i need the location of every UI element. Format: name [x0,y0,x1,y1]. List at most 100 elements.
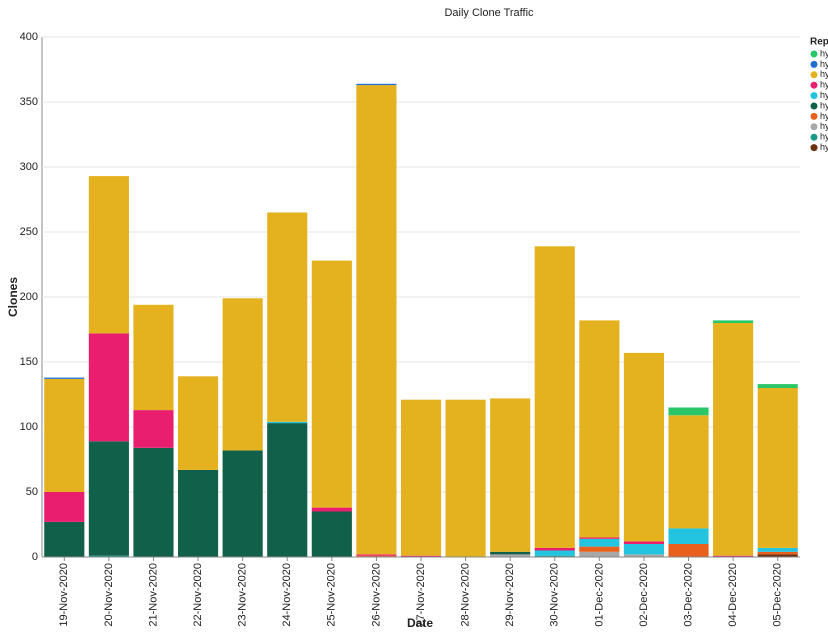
bar-segment [222,298,263,451]
y-tick-label: 0 [32,551,38,563]
x-tick-label: 03-Dec-2020 [682,563,694,627]
bar-segment [177,469,219,557]
legend-swatch [810,102,818,110]
legend-swatch [810,71,818,79]
bar-segment [311,260,352,508]
x-tick-label: 25-Nov-2020 [326,563,338,627]
bar-segment [44,377,85,379]
legend-label: hy [820,121,828,131]
legend-label: hy [820,100,828,110]
bar-segment [490,554,531,557]
x-tick-label: 24-Nov-2020 [281,563,293,627]
legend-title: Repo [810,37,828,48]
legend-label: hy [820,132,828,142]
legend-swatch [810,92,818,100]
x-tick-label: 27-Nov-2020 [415,563,427,627]
legend-label: hy [820,111,828,121]
chart-title: Daily Clone Traffic [444,7,534,19]
legend-swatch [810,123,818,131]
y-tick-label: 100 [20,421,38,433]
bar-segment [534,555,575,557]
bar-segment [400,555,442,557]
y-tick-label: 350 [20,96,38,108]
bar-segment [88,333,129,442]
x-tick-label: 29-Nov-2020 [504,563,516,627]
x-axis-title: Date [407,616,433,630]
legend-label: hy [820,48,828,58]
bar-segment [757,551,798,555]
bar-segment [133,304,174,411]
bar-segment [668,544,709,557]
x-tick-label: 22-Nov-2020 [192,563,204,627]
y-tick-label: 400 [20,31,38,43]
bar-segment [88,441,129,556]
legend-label: hy [820,69,828,79]
bar-segment [44,492,85,522]
bar-segment [267,212,308,422]
bar-segment [44,378,85,492]
bar-segment [713,555,754,557]
y-tick-label: 200 [20,291,38,303]
bar-segment [267,421,308,424]
y-tick-label: 150 [20,356,38,368]
bar-segment [490,398,531,552]
bar-segment [311,511,352,557]
bar-segment [623,554,665,557]
x-tick-label: 01-Dec-2020 [593,563,605,627]
bar-segment [534,246,575,548]
legend-label: hy [820,59,828,69]
bar-segment [668,528,709,544]
bar-segment [356,555,397,557]
legend-swatch [810,144,818,152]
y-axis-title: Clones [6,277,20,317]
bar-segment [757,554,798,557]
legend-swatch [810,50,818,58]
bar-segment [757,384,798,388]
legend-label: hy [820,90,828,100]
bar-segment [579,320,620,538]
bar-segment [356,83,397,86]
bar-segment [133,447,174,557]
bar-segment [534,547,575,551]
bar-segment [623,541,665,544]
bar-segment [534,550,575,556]
bar-segment [445,399,486,557]
x-tick-label: 04-Dec-2020 [727,563,739,627]
bar-segment [133,410,174,448]
bar-segment [400,399,442,556]
y-tick-label: 300 [20,161,38,173]
bar-segment [579,538,620,547]
x-tick-label: 05-Dec-2020 [772,563,784,627]
bar-segment [623,352,665,542]
x-tick-label: 20-Nov-2020 [103,563,115,627]
legend-swatch [810,112,818,120]
bar-segment [757,547,798,552]
bar-segment [490,551,531,555]
bar-segment [356,554,397,556]
bar-segment [668,407,709,416]
x-tick-label: 28-Nov-2020 [459,563,471,627]
bar-segment [356,85,397,555]
y-tick-label: 250 [20,226,38,238]
legend-label: hy [820,142,828,152]
x-tick-label: 21-Nov-2020 [147,563,159,627]
legend-label: hy [820,80,828,90]
bar-segment [623,544,665,555]
legend-swatch [810,60,818,68]
legend-swatch [810,133,818,141]
bar-segment [713,323,754,556]
bar-segment [44,521,85,557]
bar-segment [579,546,620,552]
bar-segment [222,450,263,557]
x-tick-label: 23-Nov-2020 [237,563,249,627]
y-tick-label: 50 [26,486,38,498]
bar-segment [88,176,129,334]
bar-segment [311,507,352,512]
bar-segment [713,320,754,323]
x-tick-label: 19-Nov-2020 [58,563,70,627]
bar-segment [757,388,798,548]
bar-segment [668,415,709,529]
x-tick-label: 02-Dec-2020 [638,563,650,627]
x-tick-label: 26-Nov-2020 [370,563,382,627]
